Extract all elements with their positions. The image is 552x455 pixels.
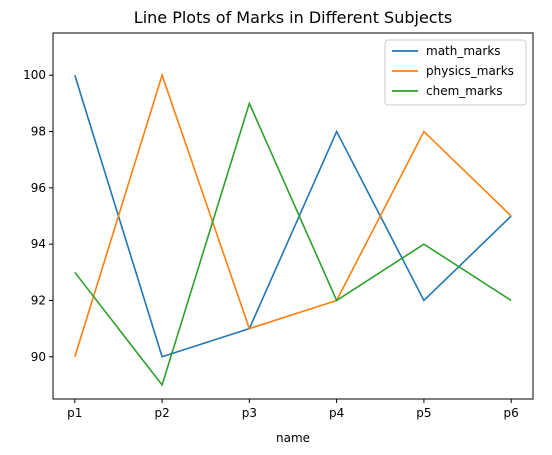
series-group xyxy=(74,72,512,387)
y-tick-label: 100 xyxy=(23,68,46,82)
x-tick-label: p6 xyxy=(504,406,519,420)
series-line-physics-marks xyxy=(74,72,512,358)
x-tick-label: p3 xyxy=(242,406,257,420)
plot-frame xyxy=(52,32,534,400)
y-tick-label: 92 xyxy=(31,293,46,307)
x-tick-label: p1 xyxy=(67,406,82,420)
y-tick-label: 96 xyxy=(31,181,46,195)
x-axis: p1 p2 p3 p4 p5 p6 xyxy=(67,399,519,420)
x-tick-label: p2 xyxy=(154,406,169,420)
x-tick-label: p5 xyxy=(416,406,431,420)
y-tick-label: 94 xyxy=(31,237,46,251)
legend-label-math-marks: math_marks xyxy=(426,44,501,58)
y-axis: 90 92 94 96 98 100 xyxy=(23,68,53,364)
series-line-chem-marks xyxy=(74,101,512,387)
x-axis-label: name xyxy=(276,431,310,445)
legend-label-chem-marks: chem_marks xyxy=(426,84,502,98)
legend: math_marks physics_marks chem_marks xyxy=(384,39,527,106)
series-line-math-marks xyxy=(74,74,512,358)
x-tick-label: p4 xyxy=(329,406,344,420)
y-tick-label: 90 xyxy=(31,350,46,364)
y-tick-label: 98 xyxy=(31,125,46,139)
legend-frame xyxy=(384,39,527,106)
legend-label-physics-marks: physics_marks xyxy=(426,64,514,78)
plot-area xyxy=(52,32,534,400)
chart-title: Line Plots of Marks in Different Subject… xyxy=(134,8,452,27)
